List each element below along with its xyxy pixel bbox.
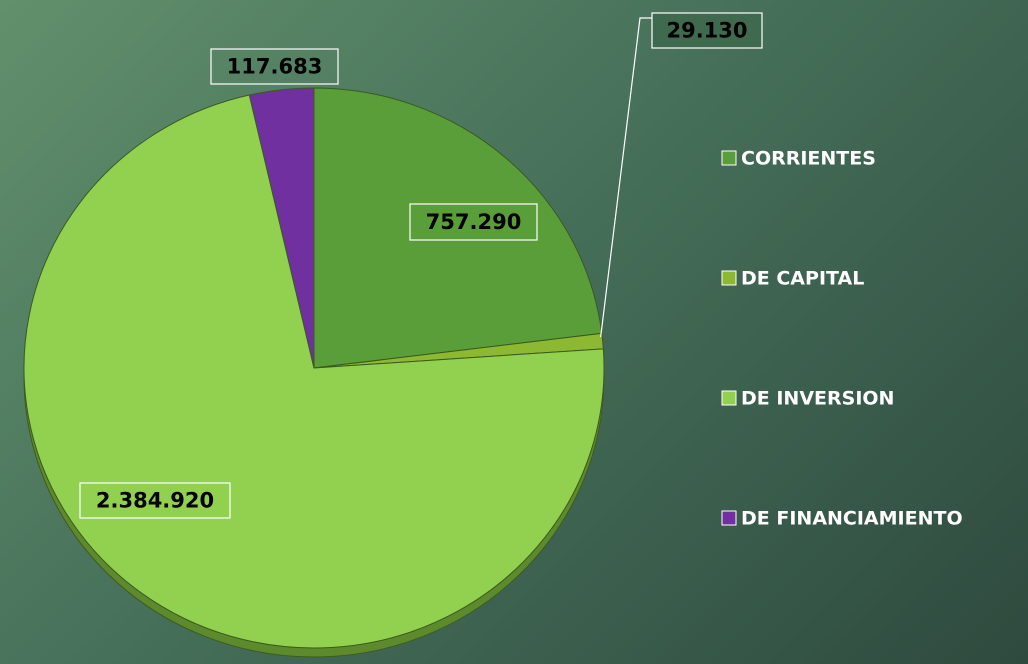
- legend-swatch: [721, 390, 737, 406]
- value-label: 757.290: [426, 210, 522, 234]
- label-box: [210, 48, 339, 85]
- label-box: [79, 482, 231, 519]
- label-box: [409, 203, 538, 241]
- pie-slice: [23, 94, 605, 649]
- leader-line: [600, 17, 652, 338]
- legend-label: DE FINANCIAMIENTO: [741, 508, 963, 530]
- legend-swatch: [721, 150, 737, 166]
- value-label: 2.384.920: [96, 489, 214, 513]
- legend-label: CORRIENTES: [741, 148, 876, 170]
- legend-swatch: [721, 510, 737, 526]
- pie-slice: [313, 87, 603, 369]
- value-label: 117.683: [227, 55, 323, 79]
- value-label: 29.130: [666, 19, 747, 43]
- legend-label: DE CAPITAL: [741, 268, 864, 290]
- label-box: [651, 12, 763, 49]
- legend-label: DE INVERSION: [741, 388, 894, 410]
- pie-slice: [248, 87, 315, 369]
- legend-swatch: [721, 270, 737, 286]
